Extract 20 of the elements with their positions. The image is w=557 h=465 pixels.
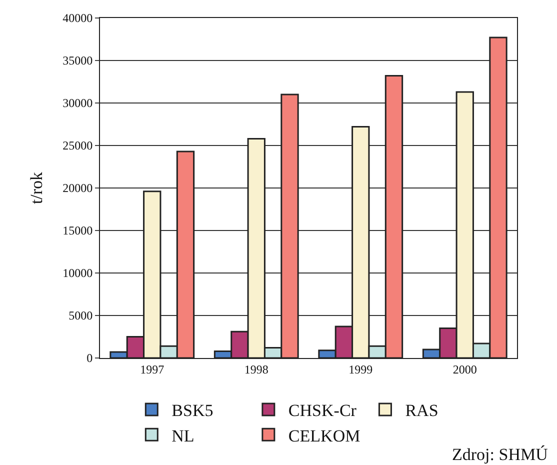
legend-label: CHSK-Cr — [288, 401, 357, 420]
legend-label: RAS — [405, 401, 438, 420]
x-tick-label: 1999 — [348, 362, 373, 376]
legend-label: NL — [172, 426, 194, 446]
y-tick-label: 30000 — [62, 96, 93, 110]
y-tick-label: 40000 — [62, 11, 93, 26]
y-tick-label: 35000 — [62, 54, 93, 68]
x-tick-label: 1998 — [244, 362, 268, 376]
y-tick-label: 15000 — [62, 224, 93, 238]
text: Zdroj: SHMÚ — [452, 445, 548, 464]
y-axis-title: t/rok — [27, 171, 46, 204]
legend-label: CELKOM — [288, 426, 360, 446]
x-tick-label: 2000 — [452, 362, 477, 376]
y-tick-label: 0 — [86, 351, 93, 366]
y-tick-label: 10000 — [62, 266, 93, 280]
x-tick-label: 1997 — [140, 362, 164, 376]
y-tick-label: 5000 — [68, 308, 93, 323]
y-tick-label: 20000 — [62, 181, 93, 196]
legend-label: BSK5 — [172, 401, 214, 420]
y-tick-label: 25000 — [62, 138, 93, 153]
